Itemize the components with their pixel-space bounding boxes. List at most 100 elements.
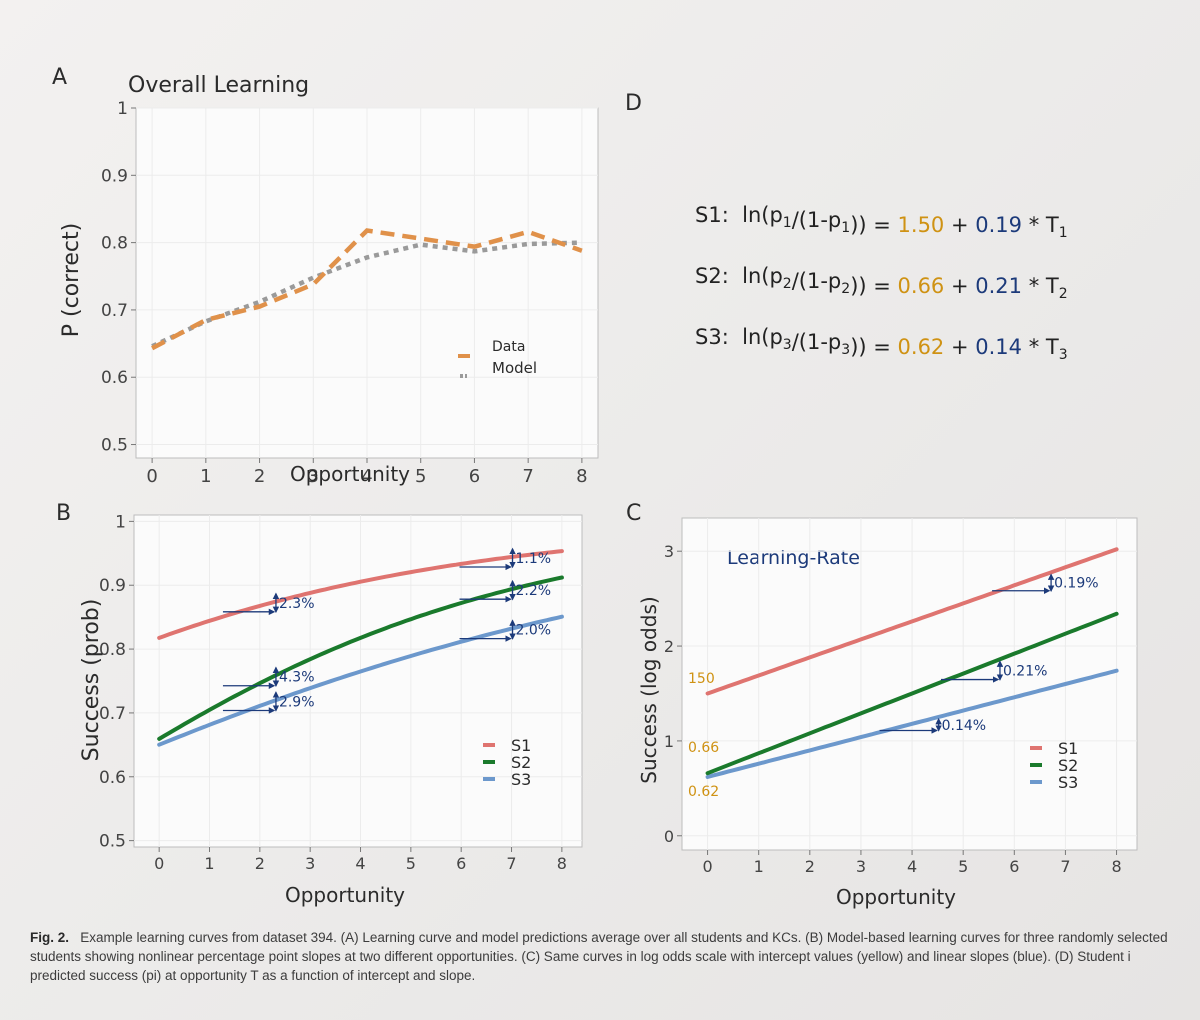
- y-tick-label: 1: [115, 512, 126, 532]
- legend-label-s3: S3: [1058, 773, 1078, 792]
- intercept-label-s2: 0.66: [688, 740, 719, 756]
- x-tick-label: 7: [522, 466, 533, 487]
- panel-b-plot-area: [133, 514, 583, 848]
- panel-b-annotations: 2.3% 1.1% 4.3% 2.2% 2.9% 2.0%: [222, 547, 552, 714]
- equation-s2: S2: ln(p2/(1-p2)) = 0.66 + 0.21 * T2: [695, 264, 1068, 302]
- slope-label: 2.2%: [516, 583, 552, 599]
- slope-label: 2.3%: [279, 596, 315, 612]
- slope-label: 1.1%: [516, 551, 552, 567]
- x-tick-label: 3: [305, 854, 315, 873]
- legend-data-label: Data: [492, 339, 525, 355]
- figure-canvas: A Overall Learning 0.5 0.6 0.7 0.8 0.9 1 0 1 2 3 4…: [52, 65, 1138, 909]
- y-tick-label: 0.9: [99, 576, 126, 596]
- x-tick-label: 0: [702, 857, 712, 876]
- slope-label: 2.9%: [279, 694, 315, 710]
- panel-c-annotations: 0.19% 0.21% 0.14%: [879, 573, 1099, 734]
- panel-c-title: Learning-Rate: [727, 547, 860, 569]
- x-tick-label: 2: [255, 854, 265, 873]
- series-line-s2: [705, 611, 1119, 776]
- panel-a-ticks: 0.5 0.6 0.7 0.8 0.9 1 0 1 2 3 4 5 6 7 8: [101, 99, 588, 487]
- panel-b-xlabel: Opportunity: [285, 883, 405, 907]
- x-tick-label: 4: [361, 466, 372, 487]
- panel-a-xlabel: Opportunity: [290, 462, 410, 486]
- series-line-s2: [157, 575, 564, 741]
- x-tick-label: 4: [907, 857, 917, 876]
- panel-b-series: [157, 549, 564, 747]
- x-tick-label: 6: [456, 854, 466, 873]
- equation-s1: S1: ln(p1/(1-p1)) = 1.50 + 0.19 * T1: [695, 203, 1068, 241]
- x-tick-label: 2: [805, 857, 815, 876]
- equation-s3: S3: ln(p3/(1-p3)) = 0.62 + 0.14 * T3: [695, 325, 1068, 363]
- x-tick-label: 2: [254, 466, 265, 487]
- legend-label-s2: S2: [1058, 756, 1078, 775]
- panel-c: C Learning-Rate 0 1 2 3 0 1 2 3 4 5 6 7 8 0.19% 0.21%…: [626, 501, 1138, 909]
- panel-b-ylabel: Success (prob): [79, 599, 104, 762]
- figure-caption: Fig. 2. Example learning curves from dat…: [30, 928, 1180, 985]
- panel-a-letter: A: [52, 65, 67, 90]
- panel-a-grid: [136, 107, 598, 458]
- panel-c-series: [705, 547, 1119, 779]
- legend-model-label: Model: [492, 359, 537, 377]
- x-tick-label: 5: [415, 466, 426, 487]
- series-line-model: [151, 240, 582, 349]
- y-tick-label: 0.5: [99, 832, 126, 852]
- panel-b-grid: [134, 515, 582, 847]
- x-tick-label: 5: [958, 857, 968, 876]
- panel-d-letter: D: [625, 91, 642, 116]
- legend-label-s2: S2: [511, 753, 531, 772]
- y-tick-label: 0.7: [99, 704, 126, 724]
- series-line-s1: [157, 549, 564, 640]
- x-tick-label: 7: [506, 854, 516, 873]
- series-line-s1: [705, 547, 1119, 696]
- y-tick-label: 0.8: [99, 640, 126, 660]
- panel-a-ylabel: P (correct): [59, 223, 84, 337]
- slope-label: 2.0%: [516, 623, 552, 639]
- panel-c-ticks: 0 1 2 3 0 1 2 3 4 5 6 7 8: [664, 542, 1122, 876]
- y-tick-label: 3: [664, 542, 674, 561]
- series-line-s3: [157, 614, 564, 747]
- legend-label-s3: S3: [511, 770, 531, 789]
- panel-c-xlabel: Opportunity: [836, 885, 956, 909]
- panel-b-letter: B: [56, 501, 71, 526]
- x-tick-label: 6: [1009, 857, 1019, 876]
- x-tick-label: 8: [557, 854, 567, 873]
- panel-a-legend: Data Model: [458, 339, 537, 378]
- slope-label: 0.21%: [1003, 664, 1047, 680]
- x-tick-label: 4: [355, 854, 365, 873]
- caption-label: Fig. 2.: [30, 930, 70, 945]
- panel-b: B 0.5 0.6 0.7 0.8 0.9 1 0 1 2 3 4 5 6 7 8 2.3% 1.1% 4.3%…: [56, 501, 583, 907]
- y-tick-label: 0: [664, 827, 674, 846]
- x-tick-label: 1: [200, 466, 211, 487]
- legend-label-s1: S1: [511, 736, 531, 755]
- y-tick-label: 0.9: [101, 166, 128, 186]
- panel-d-equations: S1: ln(p1/(1-p1)) = 1.50 + 0.19 * T1 S2: …: [695, 203, 1068, 363]
- slope-label: 0.14%: [942, 718, 986, 734]
- y-tick-label: 2: [664, 637, 674, 656]
- x-tick-label: 8: [1111, 857, 1121, 876]
- x-tick-label: 1: [754, 857, 764, 876]
- x-tick-label: 8: [576, 466, 587, 487]
- slope-label: 4.3%: [279, 670, 315, 686]
- panel-a: A Overall Learning 0.5 0.6 0.7 0.8 0.9 1 0 1 2 3 4…: [52, 65, 599, 487]
- x-tick-label: 3: [308, 466, 319, 487]
- x-tick-label: 0: [154, 854, 164, 873]
- caption-text: Example learning curves from dataset 394…: [30, 930, 1168, 983]
- x-tick-label: 7: [1060, 857, 1070, 876]
- y-tick-label: 0.5: [101, 436, 128, 456]
- x-tick-label: 6: [469, 466, 480, 487]
- panel-c-letter: C: [626, 501, 641, 526]
- x-tick-label: 5: [406, 854, 416, 873]
- panel-d: D S1: ln(p1/(1-p1)) = 1.50 + 0.19 * T1 S2…: [625, 91, 1068, 363]
- series-line-s3: [705, 668, 1119, 779]
- panel-b-ticks: 0.5 0.6 0.7 0.8 0.9 1 0 1 2 3 4 5 6 7 8: [99, 512, 567, 873]
- legend-label-s1: S1: [1058, 739, 1078, 758]
- panel-a-series: [151, 228, 583, 351]
- x-tick-label: 1: [204, 854, 214, 873]
- y-tick-label: 0.7: [101, 301, 128, 321]
- slope-label: 0.19%: [1054, 576, 1098, 592]
- y-tick-label: 1: [117, 99, 128, 119]
- y-tick-label: 0.8: [101, 234, 128, 254]
